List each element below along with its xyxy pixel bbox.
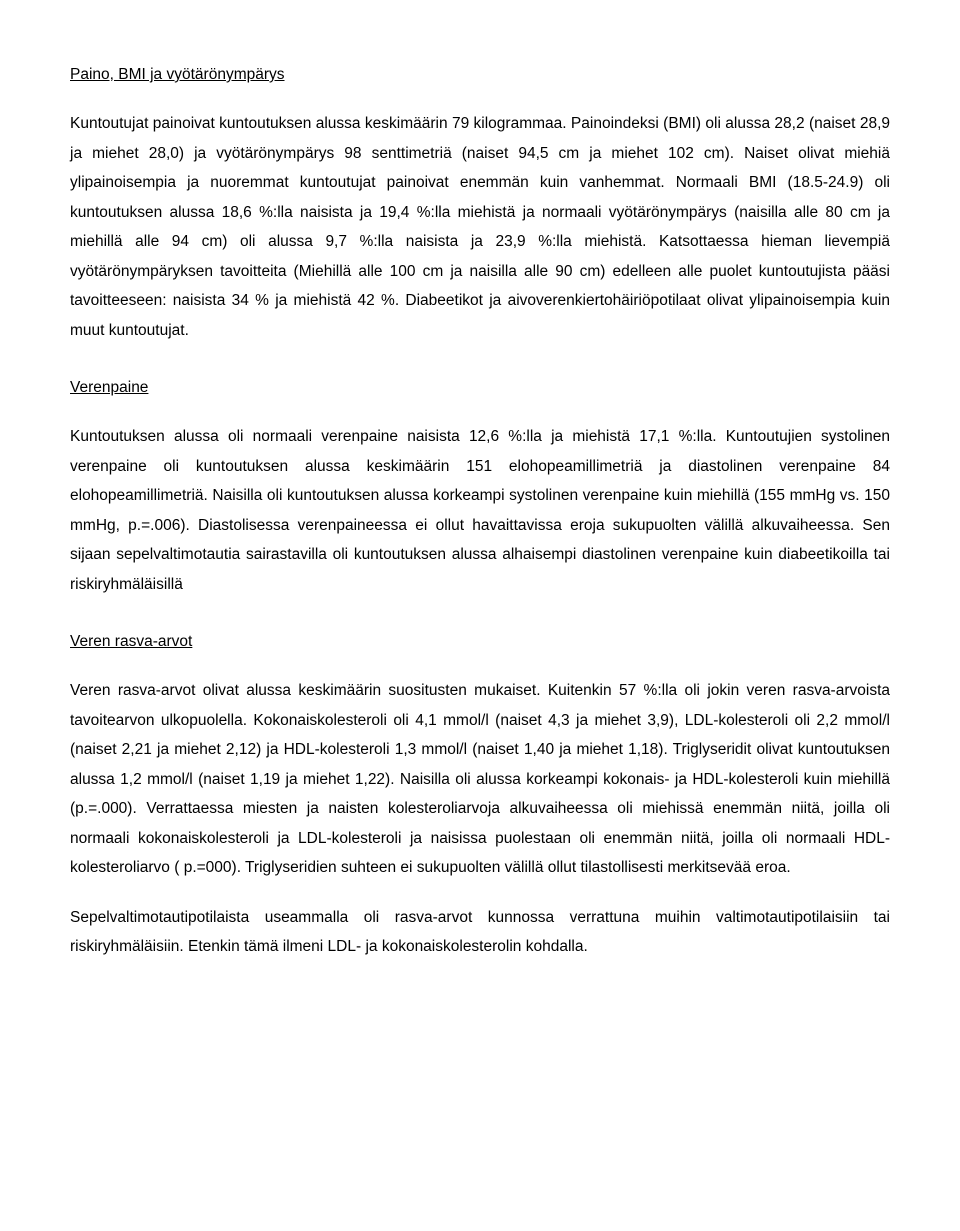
paragraph-text: Sepelvaltimotautipotilaista useammalla o… — [70, 903, 890, 962]
section-heading-verenpaine: Verenpaine — [70, 373, 890, 402]
paragraph-text: Kuntoutujat painoivat kuntoutuksen aluss… — [70, 109, 890, 345]
section-heading-rasva: Veren rasva-arvot — [70, 627, 890, 656]
paragraph-text: Kuntoutuksen alussa oli normaali verenpa… — [70, 422, 890, 599]
document-body: Paino, BMI ja vyötärönympärys Kuntoutuja… — [70, 60, 890, 961]
section-heading-paino: Paino, BMI ja vyötärönympärys — [70, 60, 890, 89]
paragraph-text: Veren rasva-arvot olivat alussa keskimää… — [70, 676, 890, 882]
